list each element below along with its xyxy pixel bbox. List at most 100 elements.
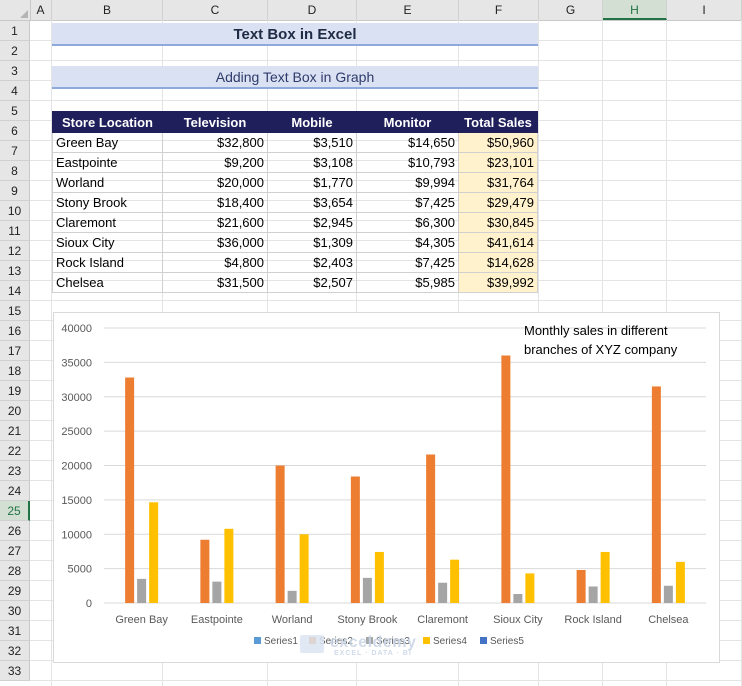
store-name-cell[interactable]: Chelsea [52,272,163,293]
row-header-7[interactable]: 7 [0,141,30,161]
row-header-25[interactable]: 25 [0,501,30,521]
row-header-33[interactable]: 33 [0,661,30,681]
header-monitor[interactable]: Monitor [356,111,459,133]
sales-value-cell[interactable]: $2,945 [267,212,357,233]
store-name-cell[interactable]: Stony Brook [52,192,163,213]
store-name-cell[interactable]: Green Bay [52,132,163,153]
store-name-cell[interactable]: Sioux City [52,232,163,253]
row-header-9[interactable]: 9 [0,181,30,201]
row-header-5[interactable]: 5 [0,101,30,121]
select-all-corner[interactable] [0,0,31,20]
total-sales-cell[interactable]: $30,845 [458,212,538,233]
row-header-15[interactable]: 15 [0,301,30,321]
row-header-29[interactable]: 29 [0,581,30,601]
header-store-location[interactable]: Store Location [52,111,163,133]
sales-value-cell[interactable]: $6,300 [356,212,459,233]
y-tick-label: 5000 [68,564,92,576]
store-name-cell[interactable]: Eastpointe [52,152,163,173]
sales-value-cell[interactable]: $31,500 [162,272,268,293]
sales-value-cell[interactable]: $21,600 [162,212,268,233]
row-header-10[interactable]: 10 [0,201,30,221]
sales-value-cell[interactable]: $3,510 [267,132,357,153]
row-header-17[interactable]: 17 [0,341,30,361]
total-sales-cell[interactable]: $41,614 [458,232,538,253]
column-header-b[interactable]: B [52,0,163,20]
chart-text-box[interactable]: Monthly sales in different branches of X… [524,321,709,359]
row-header-14[interactable]: 14 [0,281,30,301]
row-header-1[interactable]: 1 [0,21,30,41]
sales-value-cell[interactable]: $4,305 [356,232,459,253]
header-mobile[interactable]: Mobile [267,111,357,133]
store-name-cell[interactable]: Worland [52,172,163,193]
table-row: Stony Brook $18,400 $3,654 $7,425 $29,479 [52,192,538,213]
row-header-31[interactable]: 31 [0,621,30,641]
column-header-e[interactable]: E [357,0,459,20]
header-total-sales[interactable]: Total Sales [458,111,538,133]
sales-value-cell[interactable]: $32,800 [162,132,268,153]
row-header-32[interactable]: 32 [0,641,30,661]
sales-value-cell[interactable]: $36,000 [162,232,268,253]
bar-series2-claremont [426,454,436,603]
row-header-19[interactable]: 19 [0,381,30,401]
row-header-30[interactable]: 30 [0,601,30,621]
sales-chart[interactable]: 0 5000 10000 15000 20000 25000 30000 35000 40000… [53,312,720,663]
sales-value-cell[interactable]: $4,800 [162,252,268,273]
total-sales-cell[interactable]: $14,628 [458,252,538,273]
table-row: Sioux City $36,000 $1,309 $4,305 $41,614 [52,232,538,253]
row-header-20[interactable]: 20 [0,401,30,421]
sales-value-cell[interactable]: $3,108 [267,152,357,173]
sales-value-cell[interactable]: $9,994 [356,172,459,193]
sales-value-cell[interactable]: $3,654 [267,192,357,213]
sales-value-cell[interactable]: $9,200 [162,152,268,173]
header-television[interactable]: Television [162,111,268,133]
row-header-24[interactable]: 24 [0,481,30,501]
row-header-3[interactable]: 3 [0,61,30,81]
sales-value-cell[interactable]: $2,507 [267,272,357,293]
row-header-23[interactable]: 23 [0,461,30,481]
row-header-21[interactable]: 21 [0,421,30,441]
sales-value-cell[interactable]: $14,650 [356,132,459,153]
column-header-f[interactable]: F [459,0,539,20]
sheet-subtitle[interactable]: Adding Text Box in Graph [52,66,538,89]
column-header-a[interactable]: A [30,0,52,20]
total-sales-cell[interactable]: $39,992 [458,272,538,293]
legend-label-series4: Series4 [433,636,467,647]
sales-value-cell[interactable]: $7,425 [356,252,459,273]
sheet-title[interactable]: Text Box in Excel [52,23,538,46]
bar-series2-chelsea [651,386,661,603]
column-header-h[interactable]: H [603,0,667,20]
sales-value-cell[interactable]: $1,309 [267,232,357,253]
store-name-cell[interactable]: Rock Island [52,252,163,273]
row-header-13[interactable]: 13 [0,261,30,281]
total-sales-cell[interactable]: $31,764 [458,172,538,193]
bar-series4-claremont [450,559,460,603]
column-header-g[interactable]: G [539,0,603,20]
row-header-4[interactable]: 4 [0,81,30,101]
total-sales-cell[interactable]: $29,479 [458,192,538,213]
row-header-18[interactable]: 18 [0,361,30,381]
row-header-26[interactable]: 26 [0,521,30,541]
row-header-27[interactable]: 27 [0,541,30,561]
row-header-2[interactable]: 2 [0,41,30,61]
row-header-28[interactable]: 28 [0,561,30,581]
sales-value-cell[interactable]: $18,400 [162,192,268,213]
total-sales-cell[interactable]: $23,101 [458,152,538,173]
row-header-16[interactable]: 16 [0,321,30,341]
sales-value-cell[interactable]: $5,985 [356,272,459,293]
row-header-8[interactable]: 8 [0,161,30,181]
row-header-6[interactable]: 6 [0,121,30,141]
column-header-c[interactable]: C [163,0,268,20]
sales-value-cell[interactable]: $2,403 [267,252,357,273]
column-header-d[interactable]: D [268,0,357,20]
total-sales-cell[interactable]: $50,960 [458,132,538,153]
store-name-cell[interactable]: Claremont [52,212,163,233]
sales-value-cell[interactable]: $10,793 [356,152,459,173]
row-header-11[interactable]: 11 [0,221,30,241]
sales-value-cell[interactable]: $20,000 [162,172,268,193]
sales-value-cell[interactable]: $7,425 [356,192,459,213]
row-header-22[interactable]: 22 [0,441,30,461]
sales-value-cell[interactable]: $1,770 [267,172,357,193]
bar-series3-stony-brook [362,577,372,603]
row-header-12[interactable]: 12 [0,241,30,261]
column-header-i[interactable]: I [667,0,742,20]
